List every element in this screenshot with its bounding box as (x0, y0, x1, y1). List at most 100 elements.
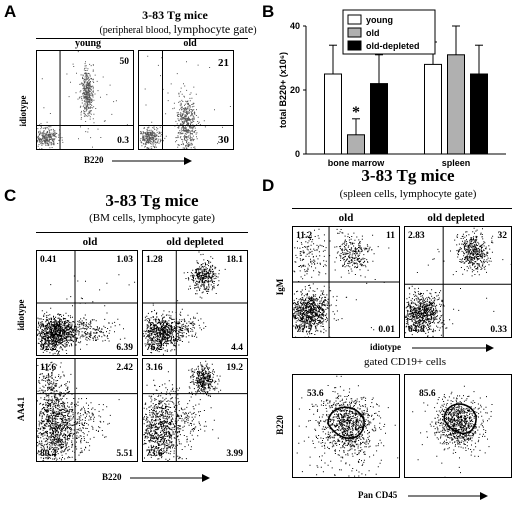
event-dots (37, 361, 120, 461)
quadrant-upper-right: 11 (386, 231, 395, 241)
legend-swatch (347, 27, 362, 38)
quadrant-upper-right: 32 (497, 231, 508, 241)
panel-a-subtitle-prefix: (peripheral blood, (99, 25, 174, 36)
dot-plot-canvas (143, 251, 247, 355)
legend-label: young (366, 15, 393, 25)
event-dots (405, 227, 511, 337)
panel-d-xlabel-idiotype: idiotype (370, 342, 402, 352)
dot-plot-canvas (37, 359, 137, 461)
significance-asterisk: * (352, 104, 360, 121)
legend-label: old-depleted (366, 41, 420, 51)
y-tick-label: 40 (290, 21, 300, 31)
dot-plot-canvas (296, 375, 399, 477)
event-dots (143, 360, 222, 461)
bar-old-depleted (470, 73, 488, 155)
panel-c-title: 3-83 Tg mice (105, 191, 199, 210)
panel-c-ylabel-idiotype: idiotype (16, 299, 26, 331)
flow-plot-d-depleted-gated: 85.6 (404, 374, 512, 478)
quadrant-lower-left: 80.4 (40, 449, 57, 459)
dot-plot-canvas (293, 227, 399, 337)
panel-a-subtitle: (peripheral blood, lymphocyte gate) (60, 22, 296, 37)
quadrant-lower-right: 5.51 (116, 449, 133, 459)
quadrant-upper-right: 50 (119, 57, 130, 67)
panel-a-col-old: old (183, 38, 197, 49)
event-dots (293, 228, 390, 337)
arrow-icon (412, 344, 494, 352)
dot-plot-canvas (37, 251, 137, 355)
dot-plot-canvas (412, 385, 493, 477)
y-tick-label: 0 (295, 149, 300, 159)
panel-d-xlabel-pancd45: Pan CD45 (358, 490, 398, 500)
quadrant-lower-left: 76.2 (146, 343, 163, 353)
quadrant-upper-right: 19.2 (226, 363, 243, 373)
flow-plot-c-old-aa41: 11.6 2.42 80.4 5.51 (36, 358, 138, 462)
quadrant-lower-right: 0.01 (378, 325, 395, 335)
flow-plot-d-depleted-igm: 2.83 32 64.8 0.33 (404, 226, 512, 338)
dot-plot-canvas (37, 51, 133, 149)
quadrant-lower-left: 73.6 (146, 449, 163, 459)
panel-a-subtitle-suffix: ) (253, 25, 257, 36)
bar-old-depleted (370, 83, 388, 155)
legend-label: old (366, 28, 380, 38)
legend-swatch (347, 40, 362, 51)
panel-d-rule (292, 208, 512, 209)
dot-plot-canvas (143, 359, 247, 461)
panel-a-rule (36, 38, 248, 39)
panel-label-b: B (262, 2, 275, 21)
event-dots (412, 385, 493, 477)
bar-chart: 0 20 40 total B220+ (x10⁶) * bone marrow splee… (278, 9, 506, 168)
panel-c-subtitle: (BM cells, lymphocyte gate) (89, 212, 215, 224)
flow-plot-c-old-idiotype: 0.41 1.03 92.2 6.39 (36, 250, 138, 356)
flow-plot-c-depleted-aa41: 3.16 19.2 73.6 3.99 (142, 358, 248, 462)
panel-d-title: 3-83 Tg mice (361, 166, 455, 185)
quadrant-upper-left: 2.83 (408, 231, 425, 241)
quadrant-lower-left: 64.8 (408, 325, 425, 335)
panel-a-xlabel: B220 (84, 155, 104, 165)
arrow-icon (408, 492, 488, 500)
quadrant-upper-left: 11.2 (296, 231, 313, 241)
event-dots (143, 251, 226, 355)
quadrant-lower-right: 0.33 (490, 325, 507, 335)
quadrant-upper-right: 1.03 (116, 255, 133, 265)
panel-c-col-old: old (82, 236, 98, 248)
quadrant-lower-right: 0.3 (117, 136, 129, 146)
dot-plot-canvas (139, 51, 233, 149)
panel-a-subtitle-gate: lymphocyte gate (173, 22, 254, 36)
panel-label-d: D (262, 176, 275, 195)
quadrant-upper-left: 3.16 (146, 363, 163, 373)
panel-a-col-young: young (74, 38, 102, 49)
flow-plot-c-depleted-idiotype: 1.28 18.1 76.2 4.4 (142, 250, 248, 356)
legend-swatch (347, 14, 362, 25)
dot-plot-canvas (405, 227, 511, 337)
panel-d-col-old: old (338, 212, 354, 224)
event-dots (37, 51, 128, 149)
bar-young (424, 63, 442, 155)
y-axis-label: total B220+ (x10⁶) (278, 52, 288, 128)
panel-d-ylabel-igm: IgM (275, 278, 285, 296)
panel-c-ylabel-aa41: AA4.1 (16, 396, 26, 422)
bar-young (324, 73, 342, 155)
panel-label-a: A (4, 2, 17, 21)
quadrant-upper-right: 2.42 (116, 363, 133, 373)
quadrant-upper-right: 18.1 (226, 255, 243, 265)
quadrant-lower-left: 77.7 (296, 325, 313, 335)
flow-plot-a-young: 50 0.3 (36, 50, 134, 150)
panel-label-c: C (4, 186, 17, 205)
flow-plot-d-old-igm: 11.2 11 77.7 0.01 (292, 226, 400, 338)
panel-d-ylabel-b220: B220 (275, 415, 285, 435)
arrow-icon (130, 474, 210, 482)
bar-old (347, 134, 365, 155)
quadrant-lower-right: 30 (218, 134, 229, 146)
panel-c-xlabel: B220 (102, 472, 122, 482)
panel-a-ylabel: idiotype (18, 95, 28, 127)
gate-outline (327, 406, 365, 440)
arrow-icon (112, 157, 192, 165)
quadrant-lower-right: 6.39 (116, 343, 133, 353)
gate-percentage: 85.6 (419, 389, 436, 399)
quadrant-upper-left: 1.28 (146, 255, 163, 265)
bar-old (447, 54, 465, 155)
gate-outline (443, 403, 477, 435)
panel-c-rule (36, 232, 248, 233)
flow-plot-a-old: 21 30 (138, 50, 234, 150)
panel-a-title: 3-83 Tg mice (142, 8, 208, 22)
